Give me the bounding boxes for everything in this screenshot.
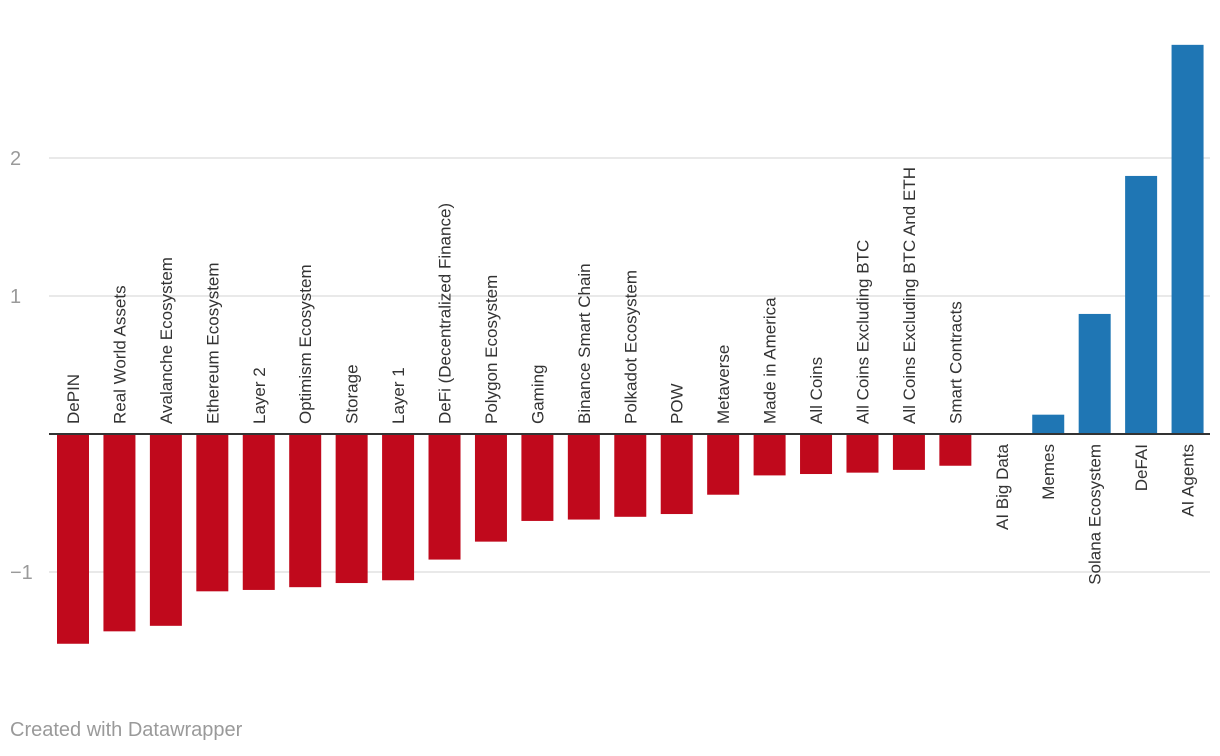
category-label: Optimism Ecosystem: [296, 264, 315, 424]
category-label: Polkadot Ecosystem: [621, 270, 640, 424]
category-label: Polygon Ecosystem: [482, 275, 501, 424]
category-label: Metaverse: [714, 345, 733, 424]
bar: [753, 434, 786, 476]
category-label: POW: [668, 383, 687, 424]
category-label: Storage: [343, 364, 362, 424]
category-label: Binance Smart Chain: [575, 263, 594, 424]
bar: [1125, 175, 1158, 434]
category-label: Layer 2: [250, 367, 269, 424]
bar: [149, 434, 182, 626]
bar: [707, 434, 740, 495]
bar: [382, 434, 415, 581]
bar: [521, 434, 554, 521]
y-tick-label: −1: [10, 562, 33, 584]
bar: [1171, 44, 1204, 435]
bar: [242, 434, 275, 590]
y-tick-label: 1: [10, 286, 21, 308]
bar: [800, 434, 833, 475]
bar: [846, 434, 879, 473]
category-label: DePIN: [64, 374, 83, 424]
category-label: Real World Assets: [110, 285, 129, 424]
category-label: AI Big Data: [993, 443, 1012, 530]
bar: [103, 434, 136, 632]
bar: [660, 434, 693, 515]
category-label: All Coins Excluding BTC And ETH: [900, 167, 919, 424]
category-label: AI Agents: [1179, 444, 1198, 517]
category-label: Solana Ecosystem: [1086, 444, 1105, 585]
bar: [57, 434, 89, 644]
category-label: All Coins: [807, 357, 826, 424]
bar: [614, 434, 647, 517]
bar: [474, 434, 507, 542]
category-label: Ethereum Ecosystem: [203, 262, 222, 424]
category-label: Made in America: [761, 297, 780, 424]
category-label: All Coins Excluding BTC: [853, 240, 872, 424]
category-label: DeFAI: [1132, 444, 1151, 491]
bar: [567, 434, 600, 520]
bar: [335, 434, 368, 584]
bar: [892, 434, 925, 470]
bar: [289, 434, 322, 588]
bar: [1032, 414, 1065, 434]
bar: [196, 434, 229, 592]
category-label: Avalanche Ecosystem: [157, 257, 176, 424]
category-label: DeFi (Decentralized Finance): [436, 203, 455, 424]
bar: [939, 434, 972, 466]
category-label: Gaming: [528, 364, 547, 424]
category-label: Layer 1: [389, 367, 408, 424]
datawrapper-credit: Created with Datawrapper: [10, 719, 243, 741]
category-label: Smart Contracts: [946, 301, 965, 424]
bar: [1078, 313, 1111, 434]
y-tick-label: 2: [10, 148, 21, 170]
category-label: Memes: [1039, 444, 1058, 500]
bar: [428, 434, 461, 560]
